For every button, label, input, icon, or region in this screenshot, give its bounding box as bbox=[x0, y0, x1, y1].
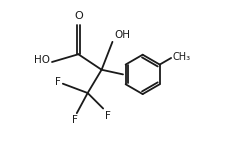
Text: F: F bbox=[54, 77, 60, 87]
Text: F: F bbox=[72, 115, 78, 126]
Text: OH: OH bbox=[114, 29, 129, 40]
Text: CH₃: CH₃ bbox=[172, 52, 190, 62]
Text: O: O bbox=[74, 11, 82, 21]
Text: HO: HO bbox=[34, 55, 50, 65]
Text: F: F bbox=[105, 111, 111, 121]
